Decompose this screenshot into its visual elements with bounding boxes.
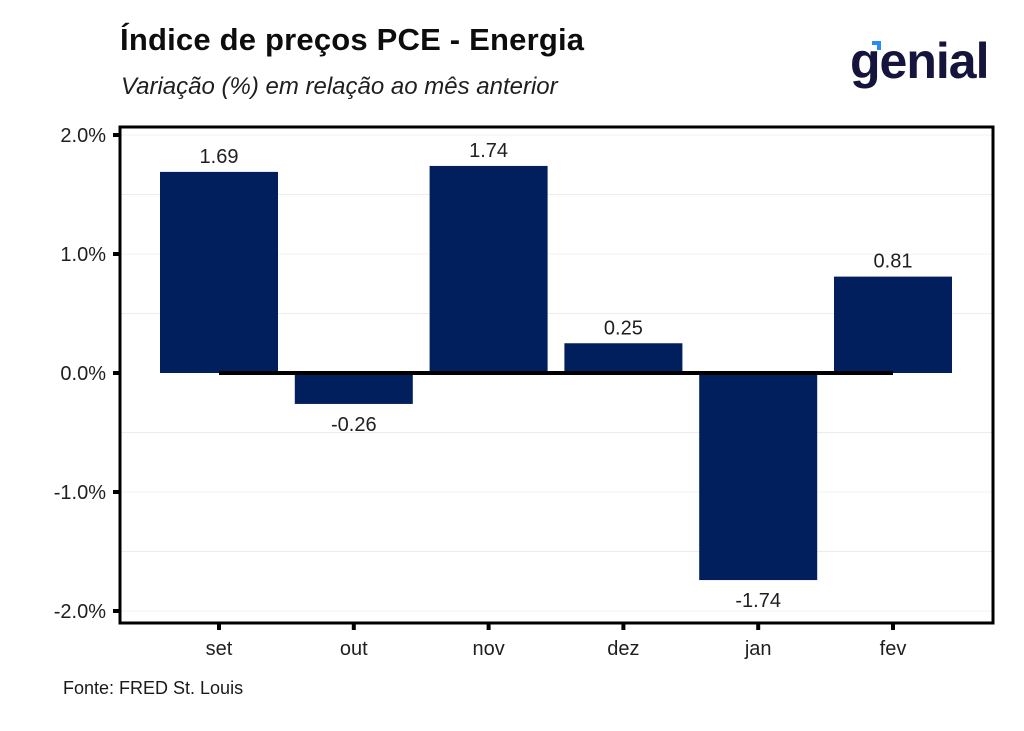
data-labels: 1.69 -0.26 1.74 0.25 -1.74 0.81	[200, 140, 913, 612]
x-tick-label-nov: nov	[472, 638, 504, 660]
logo-accent-icon	[872, 41, 881, 50]
bar-set	[160, 171, 278, 373]
bars	[160, 165, 952, 581]
x-tick-label-fev: fev	[880, 638, 907, 660]
chart-subtitle: Variação (%) em relação ao mês anterior	[121, 73, 558, 100]
axes: 2.0% 1.0% 0.0% -1.0% -2.0% set out nov dez jan fev	[54, 125, 995, 660]
bar-dez	[564, 343, 683, 373]
bar-jan	[699, 373, 818, 581]
bar-nov	[429, 165, 548, 373]
data-label-fev: 0.81	[874, 251, 913, 273]
x-tick-label-out: out	[340, 638, 368, 660]
source-note: Fonte: FRED St. Louis	[63, 678, 244, 698]
x-tick-label-set: set	[206, 638, 233, 660]
data-label-dez: 0.25	[604, 317, 643, 339]
chart-title: Índice de preços PCE - Energia	[120, 22, 585, 57]
data-label-out: -0.26	[331, 414, 377, 436]
bar-out	[294, 373, 413, 404]
y-tick-label: 2.0%	[60, 125, 106, 147]
y-tick-label: 1.0%	[60, 244, 106, 266]
data-label-nov: 1.74	[469, 140, 508, 162]
bar-fev	[834, 276, 952, 373]
y-tick-label: 0.0%	[60, 363, 106, 385]
y-tick-label: -2.0%	[54, 601, 106, 623]
data-label-jan: -1.74	[735, 590, 781, 612]
y-tick-label: -1.0%	[54, 482, 106, 504]
x-tick-label-dez: dez	[607, 638, 639, 660]
genial-logo: genial	[850, 36, 1000, 98]
x-tick-label-jan: jan	[744, 638, 772, 660]
data-label-set: 1.69	[200, 146, 239, 168]
